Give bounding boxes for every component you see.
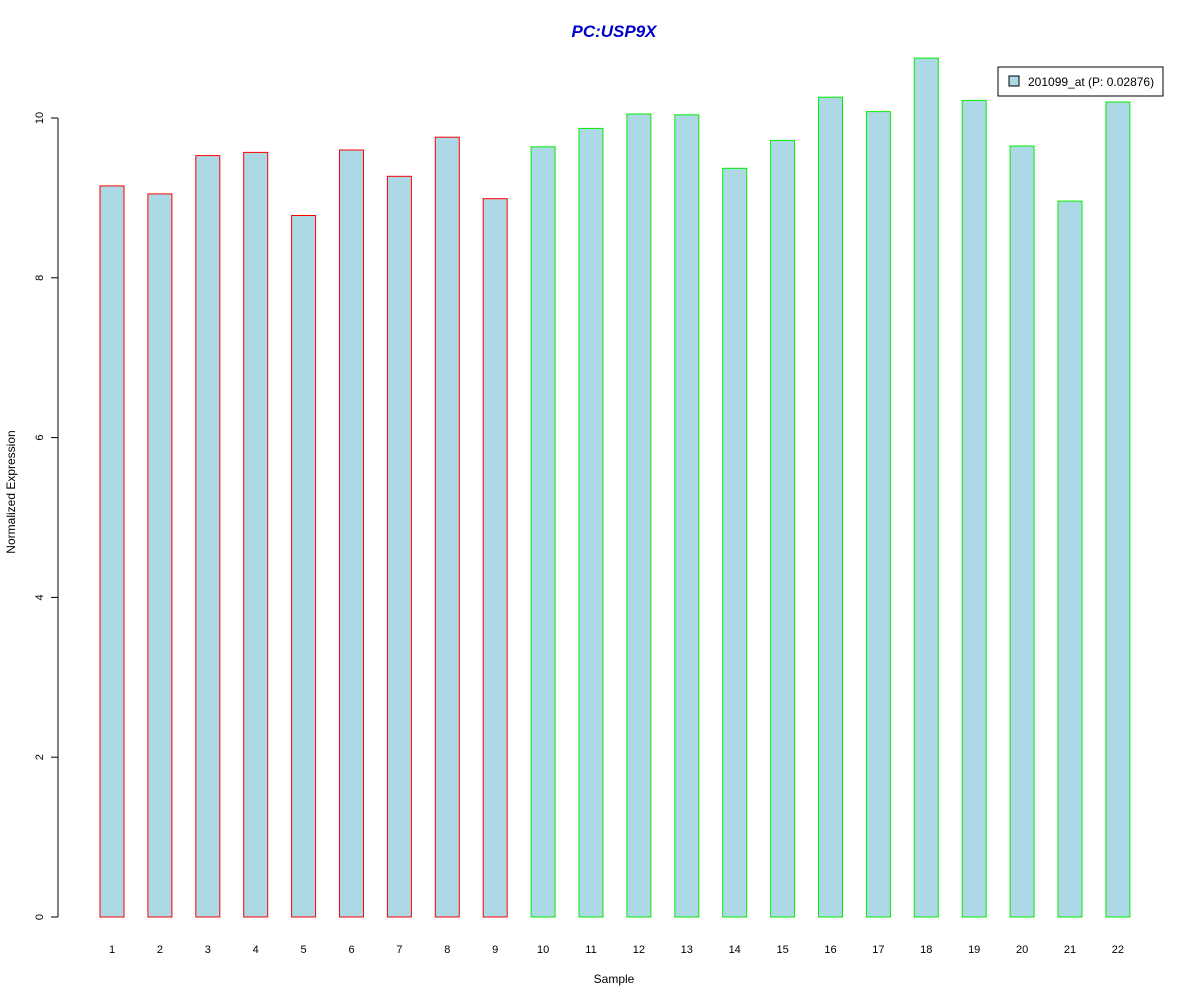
x-tick-label: 21 [1064, 944, 1076, 956]
x-tick-label: 10 [537, 944, 549, 956]
legend: 201099_at (P: 0.02876) [997, 66, 1164, 97]
x-tick-label: 17 [872, 944, 884, 956]
bar-sample-18 [913, 57, 939, 918]
bar-sample-11 [578, 127, 604, 918]
x-tick-label: 9 [492, 944, 498, 956]
legend-swatch [1008, 75, 1020, 87]
bar-sample-19 [961, 99, 987, 918]
bar-sample-17 [865, 111, 891, 918]
bar-sample-14 [722, 167, 748, 918]
bar-sample-22 [1105, 101, 1131, 918]
x-tick-label: 13 [681, 944, 693, 956]
x-tick-label: 4 [253, 944, 259, 956]
y-tick-label: 2 [34, 754, 46, 760]
x-tick-label: 12 [633, 944, 645, 956]
bar-sample-6 [339, 149, 364, 918]
x-tick-label: 15 [776, 944, 788, 956]
x-tick-label: 2 [157, 944, 163, 956]
bars [99, 57, 1131, 918]
x-tick-label: 22 [1112, 944, 1124, 956]
bar-sample-16 [818, 96, 843, 918]
y-tick-label: 10 [34, 112, 46, 124]
chart-title: PC:USP9X [571, 22, 658, 41]
x-tick-label: 20 [1016, 944, 1028, 956]
bar-sample-13 [674, 114, 700, 918]
bar-sample-4 [243, 151, 269, 918]
x-tick-label: 11 [585, 944, 596, 956]
x-tick-label: 5 [301, 944, 307, 956]
legend-box [997, 66, 1164, 97]
x-tick-label: 16 [824, 944, 836, 956]
x-tick-label: 3 [205, 944, 211, 956]
x-tick-label: 1 [109, 944, 115, 956]
x-tick-label: 19 [968, 944, 980, 956]
bar-sample-2 [147, 193, 173, 918]
x-tick-label: 7 [396, 944, 402, 956]
x-tick-label: 18 [920, 944, 932, 956]
legend-label: 201099_at (P: 0.02876) [1028, 75, 1154, 89]
y-tick-label: 6 [34, 435, 46, 441]
y-axis: 0 2 4 6 8 10 [34, 112, 59, 920]
bar-sample-3 [195, 155, 221, 918]
bar-sample-1 [99, 185, 125, 918]
bar-sample-7 [386, 175, 412, 918]
y-axis-title: Normalized Expression [4, 430, 18, 553]
x-tick-labels: 1 2 3 4 5 6 7 8 9 10 11 12 13 14 15 16 17 18 19 20 21 22 [109, 944, 1124, 956]
y-tick-label: 4 [34, 594, 46, 600]
bar-sample-10 [530, 146, 556, 918]
bar-sample-5 [291, 215, 317, 918]
x-axis-title: Sample [594, 972, 635, 986]
bar-sample-9 [482, 198, 508, 918]
x-tick-label: 14 [729, 944, 741, 956]
bar-sample-21 [1057, 200, 1083, 918]
x-tick-label: 6 [348, 944, 354, 956]
x-tick-label: 8 [444, 944, 450, 956]
y-tick-label: 8 [34, 275, 46, 281]
bar-sample-12 [626, 113, 652, 918]
y-tick-label: 0 [34, 914, 46, 920]
bar-sample-15 [770, 139, 796, 918]
bar-sample-20 [1009, 145, 1035, 918]
bar-sample-8 [434, 136, 460, 918]
